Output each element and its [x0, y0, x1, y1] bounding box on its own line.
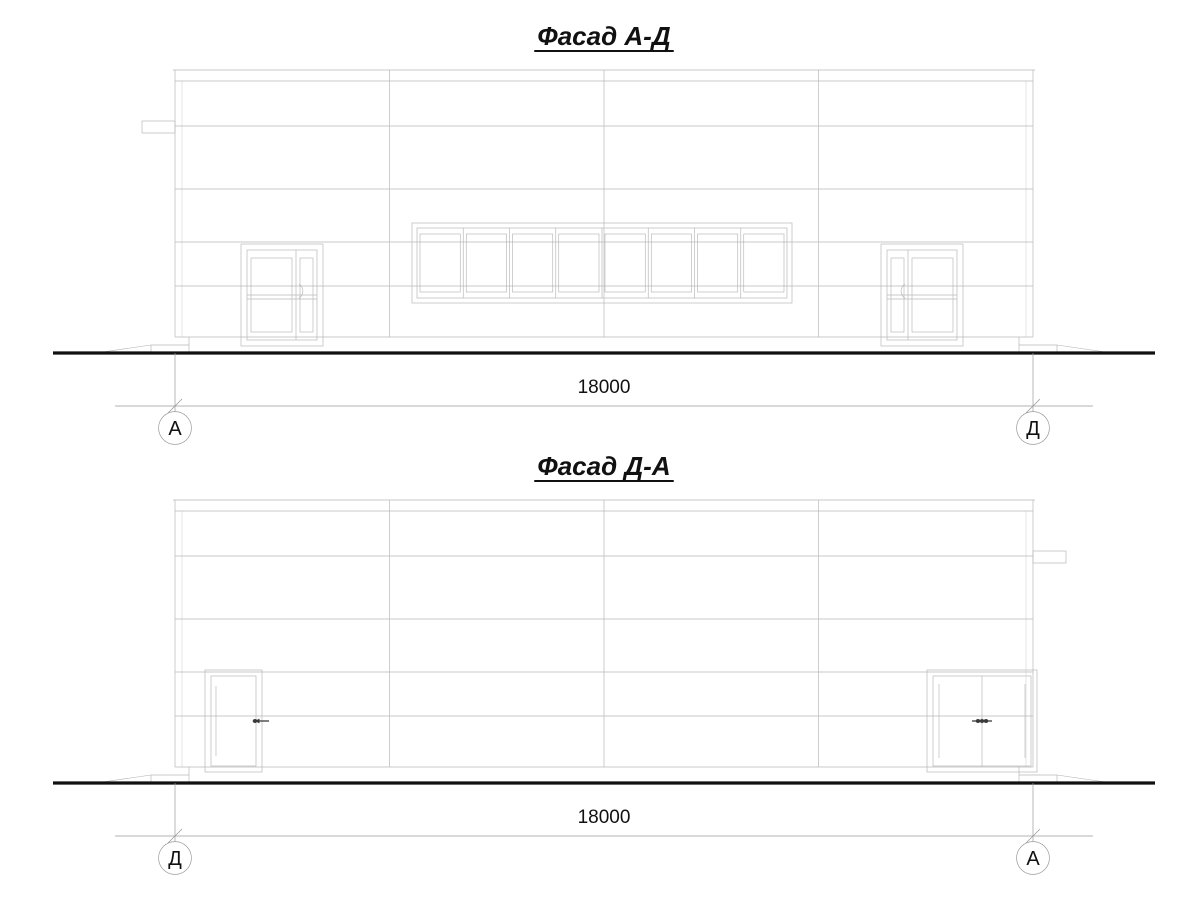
svg-text:18000: 18000 [578, 807, 631, 828]
svg-text:Фасад Д-А: Фасад Д-А [537, 451, 670, 481]
svg-text:Фасад А-Д: Фасад А-Д [537, 21, 670, 51]
svg-text:Д: Д [1026, 418, 1040, 440]
svg-text:А: А [168, 418, 182, 440]
svg-text:А: А [1026, 848, 1040, 870]
svg-text:18000: 18000 [578, 377, 631, 398]
svg-text:Д: Д [168, 848, 182, 870]
